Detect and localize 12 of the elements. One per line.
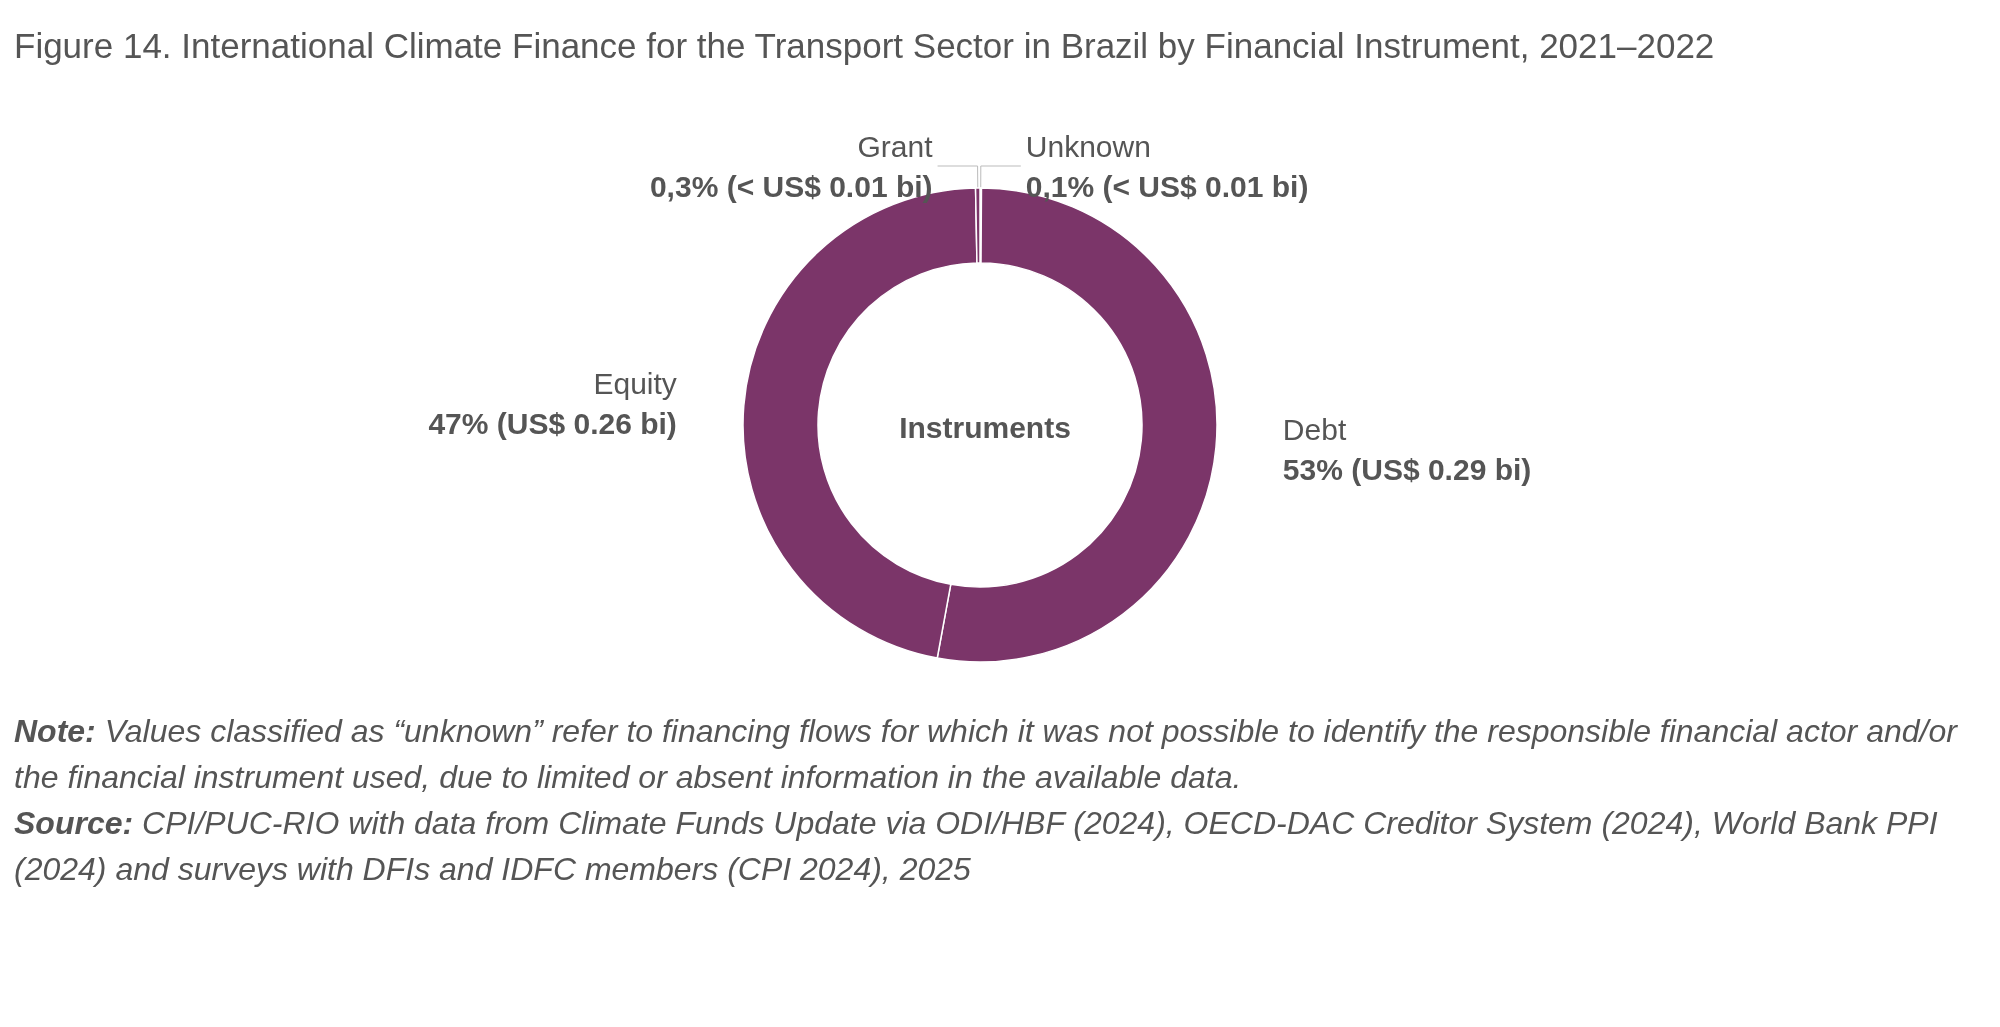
data-label: 53% (US$ 0.29 bi)	[1282, 452, 1532, 486]
text: Note: Values classified as “unknown” refer to financing flows for which it was not possible to identify the responsible financial actor and/or the financial instrument used, due to limited or absent information in the available data.	[14, 712, 1959, 797]
slice-label: Equity	[593, 367, 677, 401]
data-label: 47% (US$ 0.26 bi)	[428, 407, 677, 441]
data-label: 0,1% (< US$ 0.01 bi)	[1025, 169, 1309, 203]
legend-title: Instruments	[899, 410, 1071, 444]
source-note: Source: CPI/PUC-RIO with data from Climate Funds Update via ODI/HBF (2024), OECD-DAC Creditor System (2024), World Bank PPI (2024) and surveys with DFIs and IDFC members (CPI 2024), 2025	[14, 804, 1939, 889]
data-label: 0,3% (< US$ 0.01 bi)	[649, 169, 933, 203]
slice-label: Debt	[1282, 412, 1347, 446]
slice-label: Unknown	[1025, 129, 1151, 163]
slice-label: Grant	[857, 129, 934, 163]
chart-title: Figure 14. International Climate Finance for the Transport Sector in Brazil by Financial Instrument, 2021–2022	[14, 26, 1715, 66]
